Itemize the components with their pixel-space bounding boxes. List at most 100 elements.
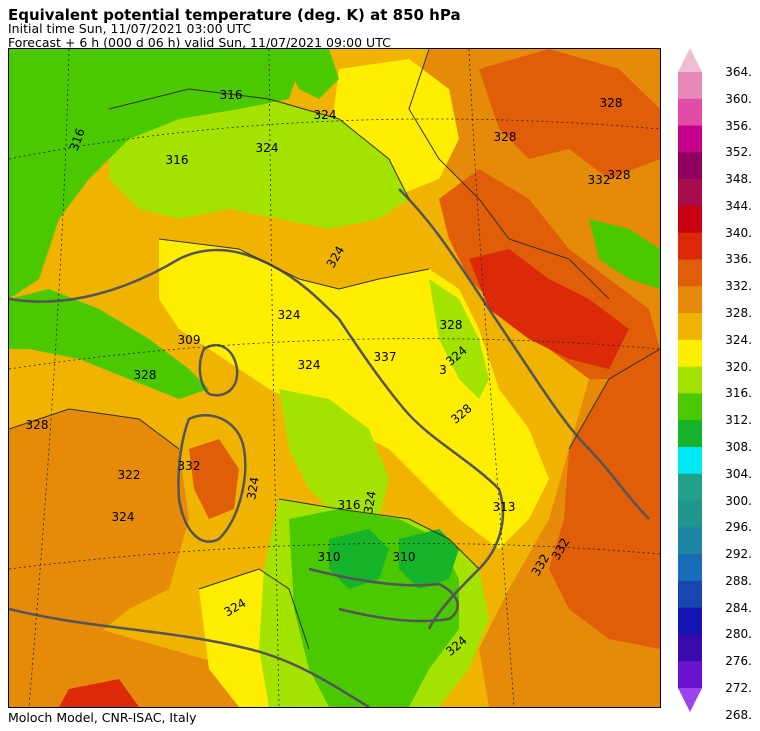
colorbar-swatch xyxy=(678,580,702,609)
colorbar-tick-label: 272. xyxy=(725,681,752,695)
colorbar-tick-label: 300. xyxy=(725,493,752,508)
colorbar-swatch xyxy=(678,205,702,234)
contour-lines xyxy=(9,49,660,650)
field-336-balkans xyxy=(469,249,629,369)
field-336-southwest xyxy=(59,679,139,707)
colorbar-swatch xyxy=(678,661,702,689)
contour-label: 328 xyxy=(608,168,631,182)
colorbar-tick-label: 344. xyxy=(725,198,752,213)
colorbar-tick-label: 336. xyxy=(725,252,752,267)
field-328-southwest xyxy=(9,409,189,649)
colorbar-tick-label: 360. xyxy=(725,91,752,106)
colorbar-swatch xyxy=(678,313,702,341)
colorbar-tick-label: 304. xyxy=(725,466,752,481)
colorbar-tick-label: 324. xyxy=(725,332,752,347)
contour-label: 328 xyxy=(494,130,517,144)
contour-label: 332 xyxy=(588,173,611,187)
contour-label: 324 xyxy=(244,476,262,501)
colorbar-swatch xyxy=(678,48,702,72)
colorbar-tick-label: 352. xyxy=(725,145,752,160)
colorbar-tick-label: 356. xyxy=(725,118,752,133)
field-316-alps xyxy=(109,89,409,229)
coastlines xyxy=(9,188,650,707)
contour-label: 324 xyxy=(112,510,135,524)
colorbar-tick-label: 320. xyxy=(725,359,752,374)
colorbar-tick-label: 332. xyxy=(725,279,752,294)
colorbar-labels: 364. 360. 356. 352. 348. 344. 340. 336. 332. 328.… xyxy=(712,48,758,722)
contour-label: 3 xyxy=(439,363,447,377)
contour-label: 313 xyxy=(493,500,516,514)
colorbar-tick-label: 296. xyxy=(725,520,752,535)
contour-label: 324 xyxy=(361,490,379,515)
colorbar-tick-label: 348. xyxy=(725,172,752,187)
colorbar-swatch xyxy=(678,339,702,368)
contour-label: 328 xyxy=(26,418,49,432)
field-332-northeast xyxy=(479,49,660,179)
graticule xyxy=(9,49,660,707)
colorbar-tick-label: 308. xyxy=(725,439,752,454)
colorbar-swatch xyxy=(678,72,702,100)
colorbar-swatch xyxy=(678,634,702,662)
theta-e-map: 316 316 316 316 324 324 324 324 324 324 324 324 324 3… xyxy=(8,48,661,708)
colorbar-tick-label: 280. xyxy=(725,627,752,642)
field-310-core-2 xyxy=(399,529,459,589)
model-credit: Moloch Model, CNR-ISAC, Italy xyxy=(8,710,197,725)
contour-label: 328 xyxy=(440,318,463,332)
colorbar-swatch xyxy=(678,446,702,475)
colorbar-tick-label: 328. xyxy=(725,306,752,321)
field-312-east xyxy=(589,219,660,289)
field-328-south xyxy=(9,629,269,707)
colorbar-swatch xyxy=(678,286,702,314)
contour-label: 316 xyxy=(166,153,189,167)
map-title: Equivalent potential temperature (deg. K… xyxy=(8,6,461,24)
contour-label: 310 xyxy=(318,550,341,564)
colorbar-swatch xyxy=(678,232,702,260)
field-312-west xyxy=(9,289,209,399)
field-312-north xyxy=(9,49,299,299)
field-312-ne xyxy=(279,49,339,99)
contour-label: 310 xyxy=(393,550,416,564)
colorbar-swatch xyxy=(678,554,702,582)
colorbar-tick-label: 316. xyxy=(725,386,752,401)
contour-label: 309 xyxy=(178,333,201,347)
forecast-valid-label: Forecast + 6 h (000 d 06 h) valid Sun, 1… xyxy=(8,35,391,50)
colorbar-tick-label: 284. xyxy=(725,600,752,615)
contour-label: 332 xyxy=(178,459,201,473)
contour-label: 324 xyxy=(298,358,321,372)
colorbar-swatch xyxy=(678,607,702,635)
initial-time-label: Initial time Sun, 11/07/2021 03:00 UTC xyxy=(8,21,252,36)
colorbar-swatch xyxy=(678,527,702,555)
colorbar-tick-label: 288. xyxy=(725,573,752,588)
colorbar xyxy=(678,48,702,712)
contour-label: 324 xyxy=(278,308,301,322)
field-332-sardinia xyxy=(189,439,239,519)
contour-label: 316 xyxy=(220,88,243,102)
colorbar-tick-label: 312. xyxy=(725,413,752,428)
contour-label: 337 xyxy=(374,350,397,364)
field-332-east xyxy=(549,349,660,649)
colorbar-swatch xyxy=(678,98,702,127)
colorbar-tick-label: 340. xyxy=(725,225,752,240)
colorbar-tick-label: 292. xyxy=(725,547,752,562)
colorbar-swatch xyxy=(678,688,702,712)
colorbar-swatch xyxy=(678,125,702,153)
contour-label: 324 xyxy=(256,141,279,155)
colorbar-swatch xyxy=(678,500,702,528)
contour-label: 316 xyxy=(338,498,361,512)
contour-label: 322 xyxy=(118,468,141,482)
colorbar-swatch xyxy=(678,420,702,448)
field-316-central xyxy=(279,389,389,519)
colorbar-swatch xyxy=(678,473,702,502)
colorbar-tick-label: 268. xyxy=(725,707,752,722)
colorbar-swatch xyxy=(678,366,702,394)
colorbar-swatch xyxy=(678,393,702,421)
contour-label: 328 xyxy=(134,368,157,382)
colorbar-swatch xyxy=(678,259,702,287)
contour-label: 324 xyxy=(314,108,337,122)
colorbar-tick-label: 276. xyxy=(725,654,752,669)
colorbar-swatch xyxy=(678,152,702,180)
colorbar-tick-label: 364. xyxy=(725,65,752,79)
colorbar-swatch xyxy=(678,179,702,207)
contour-label: 328 xyxy=(600,96,623,110)
